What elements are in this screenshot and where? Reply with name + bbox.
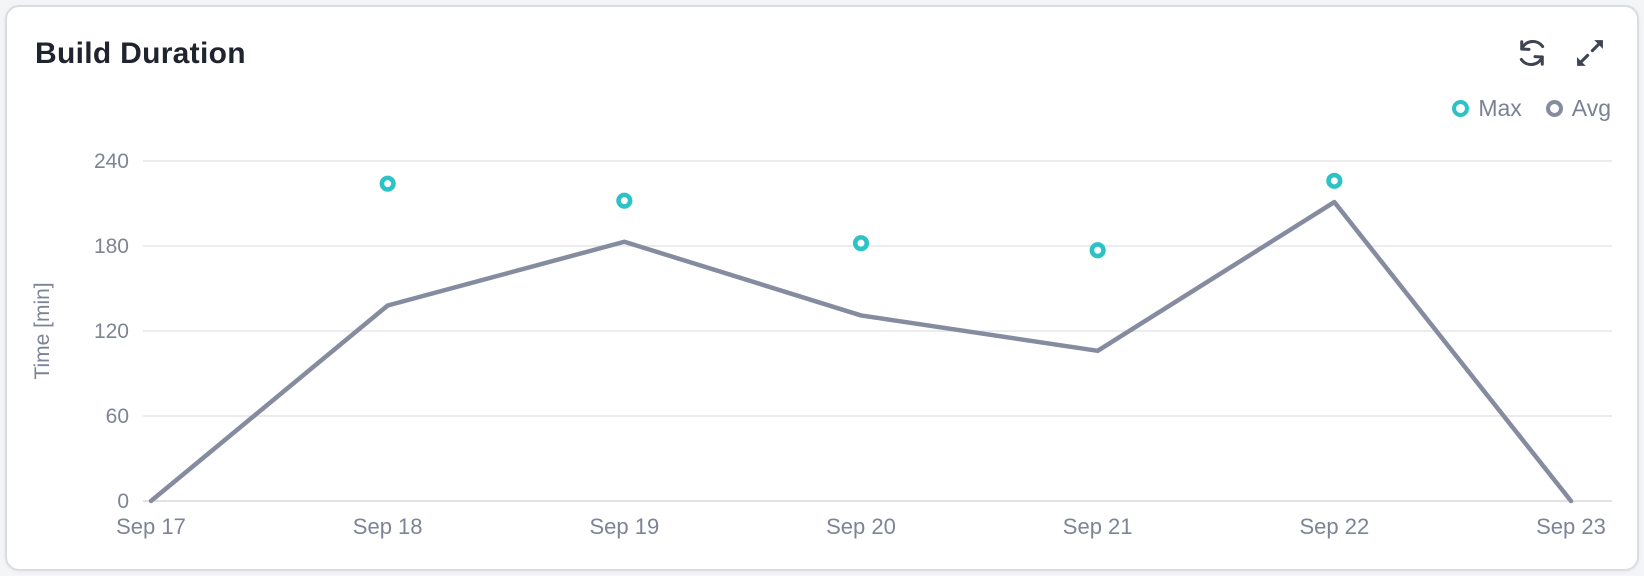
- y-tick-label: 60: [106, 405, 129, 428]
- avg-marker-icon: [1545, 100, 1563, 117]
- max-marker-icon: [1452, 100, 1470, 117]
- x-tick-label: Sep 23: [1536, 514, 1606, 539]
- refresh-button[interactable]: [1511, 31, 1553, 75]
- chart-legend: Max Avg: [1452, 95, 1611, 122]
- legend-label-max: Max: [1478, 95, 1522, 121]
- x-tick-label: Sep 19: [589, 514, 659, 539]
- max-point: [379, 175, 396, 192]
- expand-button[interactable]: [1569, 31, 1611, 75]
- legend-item-avg[interactable]: Avg: [1545, 95, 1611, 122]
- y-axis-title: Time [min]: [31, 282, 54, 379]
- y-tick-label: 240: [94, 150, 129, 173]
- legend-item-max[interactable]: Max: [1452, 95, 1522, 122]
- card-toolbar: [1511, 31, 1611, 75]
- build-duration-card: 0 60 120 180 240 Sep 17 Sep 18 Sep 19 Sep 20 Sep …: [5, 5, 1639, 571]
- x-tick-label: Sep 17: [116, 514, 186, 539]
- y-tick-label: 120: [94, 320, 129, 343]
- max-point: [1326, 172, 1343, 189]
- y-tick-label: 0: [117, 490, 129, 513]
- legend-label-avg: Avg: [1571, 95, 1611, 121]
- card-title: Build Duration: [35, 37, 246, 70]
- x-tick-label: Sep 18: [353, 514, 423, 539]
- y-tick-label: 180: [94, 235, 129, 258]
- x-tick-label: Sep 21: [1063, 514, 1133, 539]
- x-tick-label: Sep 22: [1299, 514, 1369, 539]
- max-point: [1089, 242, 1106, 259]
- chart-svg: 0 60 120 180 240 Sep 17 Sep 18 Sep 19 Sep 20 Sep …: [31, 150, 1612, 539]
- x-tick-label: Sep 20: [826, 514, 896, 539]
- max-point: [616, 192, 633, 209]
- max-point: [852, 235, 870, 252]
- refresh-icon: [1519, 39, 1545, 67]
- expand-icon: [1577, 40, 1603, 66]
- avg-line: [148, 199, 1574, 504]
